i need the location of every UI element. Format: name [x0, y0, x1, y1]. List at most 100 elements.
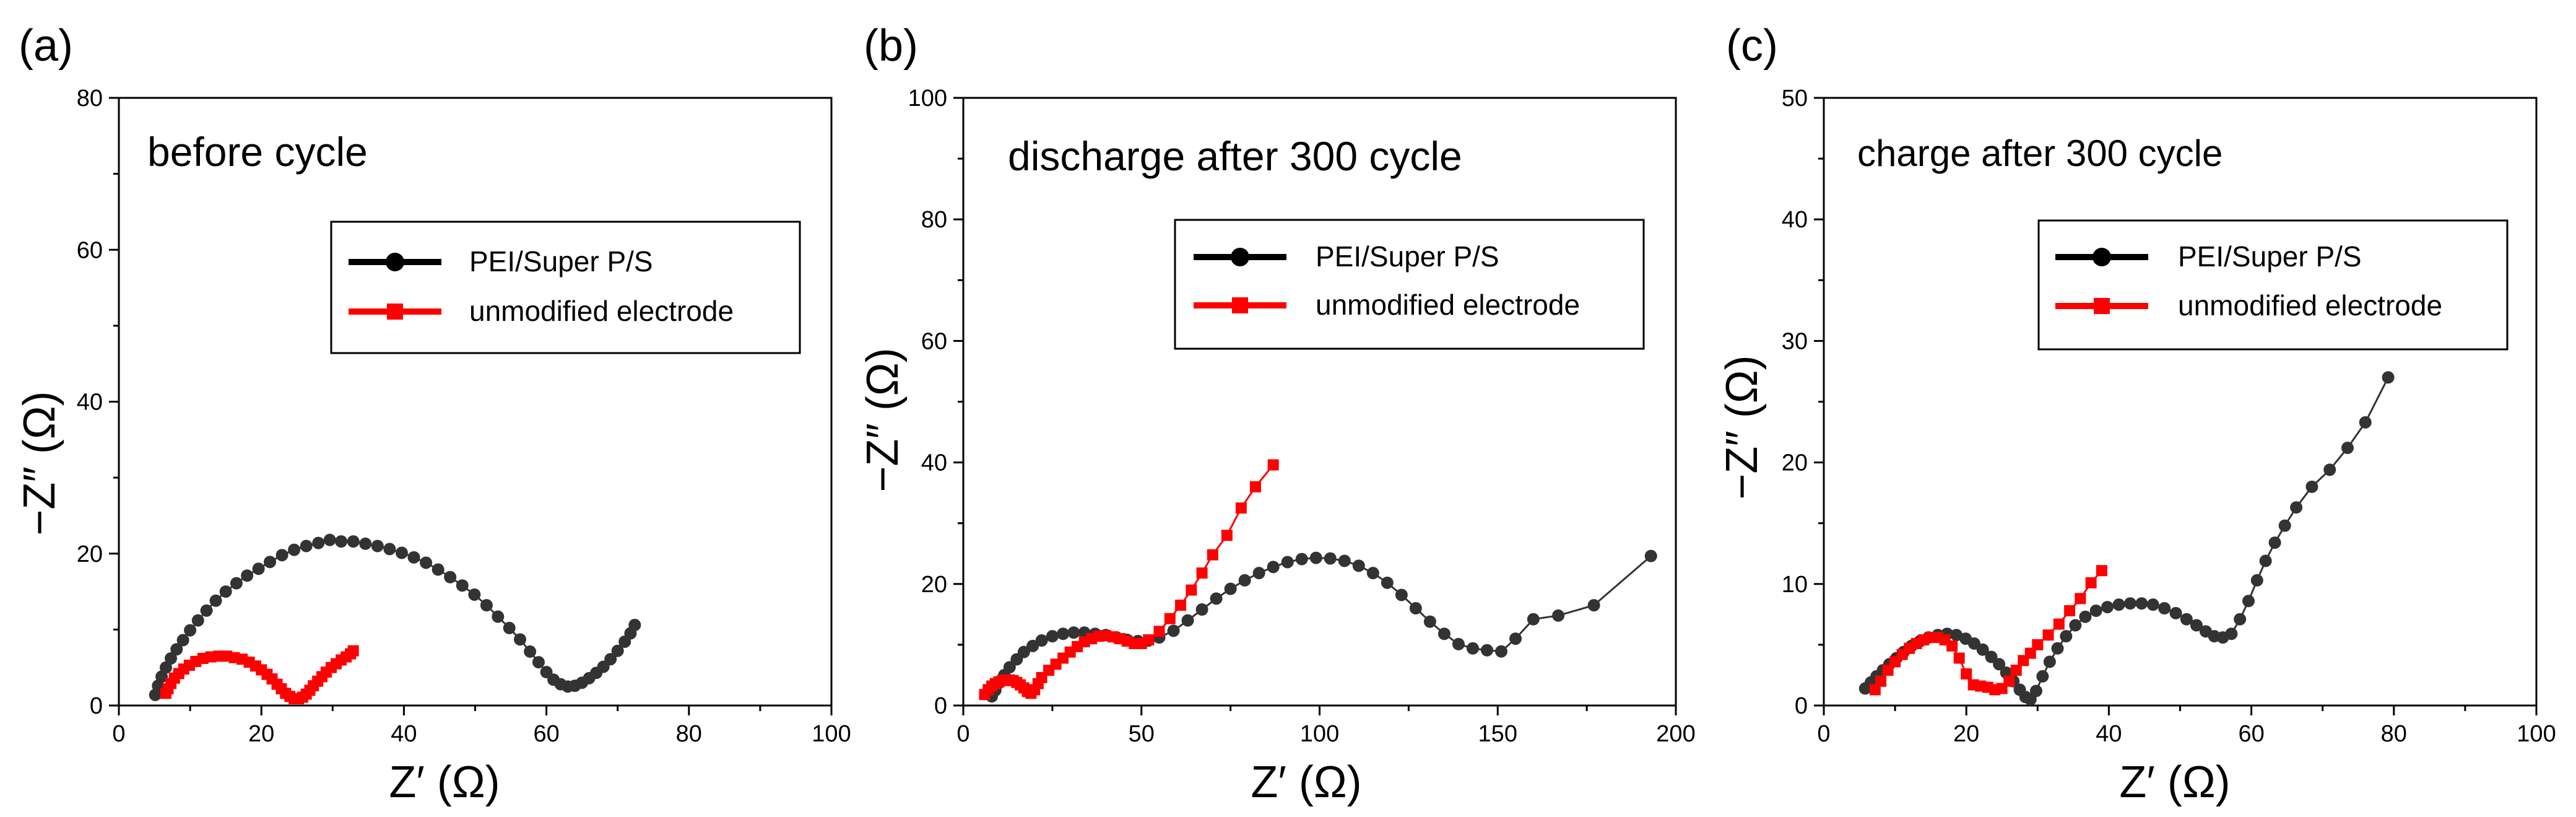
x-tick-label: 200	[1656, 721, 1695, 747]
series-0	[986, 549, 1657, 703]
data-point	[359, 537, 372, 550]
data-point	[1527, 613, 1540, 626]
data-point	[1869, 684, 1881, 696]
data-point	[2169, 606, 2182, 619]
x-tick-label: 150	[1478, 721, 1517, 747]
data-point	[1267, 561, 1280, 574]
data-point	[1985, 650, 1998, 663]
legend-entry-1: unmodified electrode	[2178, 289, 2442, 321]
x-tick-label: 0	[956, 721, 969, 747]
data-point	[230, 577, 243, 590]
y-tick-label: 0	[90, 693, 103, 719]
data-point	[184, 624, 197, 637]
data-point	[1438, 627, 1451, 640]
data-point	[2101, 601, 2114, 614]
legend-marker-0	[386, 253, 404, 271]
data-point	[1324, 552, 1337, 565]
data-point	[2042, 629, 2054, 641]
data-point	[2085, 577, 2097, 588]
panel-label: (b)	[864, 21, 918, 71]
data-point	[2003, 675, 2015, 687]
data-point	[1207, 549, 1218, 561]
series-line	[154, 539, 636, 696]
data-point	[407, 551, 420, 564]
data-point	[432, 563, 445, 576]
legend: PEI/Super P/S unmodified electrode	[1174, 219, 1645, 350]
data-point	[1352, 559, 1365, 572]
data-point	[2242, 595, 2255, 608]
data-point	[2146, 598, 2159, 611]
y-tick-label: 20	[921, 572, 947, 598]
data-point	[191, 614, 204, 627]
data-point	[1267, 459, 1279, 471]
data-point	[2079, 610, 2092, 623]
x-axis-title: Z′ (Ω)	[1251, 758, 1361, 807]
legend-entry-0: PEI/Super P/S	[469, 245, 653, 277]
y-axis-title: −Z″ (Ω)	[1717, 355, 1767, 499]
data-point	[159, 661, 172, 674]
data-point	[1309, 551, 1322, 564]
data-point	[480, 599, 493, 612]
data-point	[604, 653, 617, 666]
data-point	[1035, 634, 1048, 647]
data-point	[2359, 416, 2372, 429]
data-point	[1875, 675, 1887, 687]
data-point	[1221, 530, 1233, 541]
legend-marker-1	[1232, 297, 1248, 313]
data-point	[1067, 626, 1080, 639]
data-point	[2051, 642, 2064, 655]
data-point	[1249, 481, 1261, 492]
y-tick-label: 0	[934, 693, 947, 719]
series-1	[160, 645, 359, 704]
data-point	[252, 562, 265, 575]
y-tick-label: 10	[1782, 572, 1808, 598]
data-point	[1967, 637, 1980, 650]
legend-marker-0	[1231, 248, 1249, 266]
x-tick-label: 40	[2096, 721, 2122, 747]
data-point	[1195, 603, 1208, 616]
series-line	[991, 555, 1652, 697]
data-point	[1961, 668, 1972, 679]
data-point	[492, 610, 505, 623]
data-point	[1196, 567, 1208, 579]
legend-entry-0: PEI/Super P/S	[1316, 240, 1499, 273]
data-point	[1976, 643, 1989, 656]
data-point	[1003, 661, 1016, 674]
plot-title: discharge after 300 cycle	[1008, 133, 1462, 179]
x-tick-label: 60	[2238, 721, 2264, 747]
data-point	[1509, 632, 1522, 645]
legend-box	[2037, 219, 2509, 351]
data-point	[300, 540, 313, 553]
data-point	[2043, 655, 2056, 668]
data-point	[264, 556, 277, 569]
y-tick-label: 30	[1782, 328, 1808, 354]
legend-box	[1174, 219, 1645, 350]
data-point	[2323, 463, 2336, 476]
data-point	[1186, 584, 1197, 596]
data-point	[1281, 556, 1294, 569]
y-axis-title: −Z″ (Ω)	[858, 347, 908, 492]
data-point	[275, 549, 288, 562]
data-point	[1587, 599, 1600, 612]
x-tick-label: 60	[533, 721, 559, 747]
data-point	[1423, 615, 1436, 628]
data-point	[2010, 665, 2022, 676]
data-point	[1238, 574, 1251, 587]
data-point	[1495, 645, 1508, 658]
data-point	[2259, 554, 2272, 567]
data-point	[1480, 644, 1493, 657]
data-point	[170, 643, 183, 656]
data-point	[1946, 640, 1958, 652]
y-tick-label: 80	[77, 85, 103, 111]
x-tick-label: 20	[1953, 721, 1979, 747]
data-point	[503, 621, 516, 634]
y-tick-label: 20	[1782, 450, 1808, 476]
panel-b: (b) 0 50 100 150 200 0 20 40 60 80 100 discharge a…	[858, 21, 1696, 807]
data-point	[1153, 626, 1165, 637]
legend-entry-0: PEI/Super P/S	[2178, 240, 2362, 273]
y-tick-label: 100	[908, 85, 947, 111]
legend-marker-1	[387, 304, 403, 320]
data-point	[1882, 665, 1894, 676]
data-point	[288, 543, 301, 556]
